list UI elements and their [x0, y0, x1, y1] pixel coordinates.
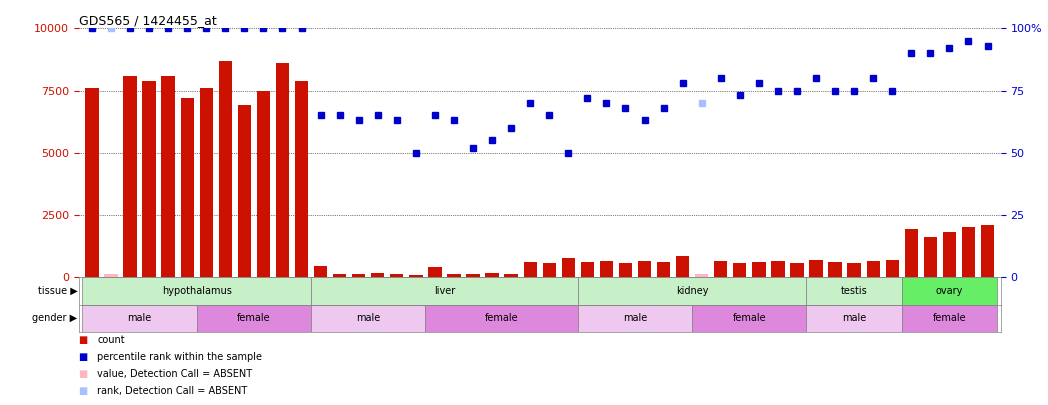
Bar [790, 263, 804, 277]
Text: ■: ■ [79, 335, 88, 345]
Text: rank, Detection Call = ABSENT: rank, Detection Call = ABSENT [97, 386, 247, 396]
Bar [161, 76, 175, 277]
Bar [197, 305, 311, 332]
Bar [807, 305, 901, 332]
Bar [981, 225, 995, 277]
Bar [714, 261, 727, 277]
Bar [901, 277, 997, 305]
Text: liver: liver [434, 286, 455, 296]
Text: ■: ■ [79, 352, 88, 362]
Bar [828, 262, 842, 277]
Bar [429, 267, 441, 277]
Bar [425, 305, 577, 332]
Bar [85, 88, 99, 277]
Bar [447, 274, 461, 277]
Bar [124, 76, 136, 277]
Bar [581, 262, 594, 277]
Text: value, Detection Call = ABSENT: value, Detection Call = ABSENT [97, 369, 253, 379]
Bar [809, 260, 823, 277]
Bar [219, 61, 232, 277]
Text: male: male [623, 313, 647, 323]
Text: gender ▶: gender ▶ [32, 313, 78, 323]
Bar [180, 98, 194, 277]
Bar [901, 305, 997, 332]
Bar [886, 260, 899, 277]
Bar [577, 305, 692, 332]
Text: ovary: ovary [936, 286, 963, 296]
Bar [294, 81, 308, 277]
Text: percentile rank within the sample: percentile rank within the sample [97, 352, 262, 362]
Text: male: male [128, 313, 152, 323]
Bar [577, 277, 807, 305]
Bar [867, 261, 880, 277]
Bar [562, 258, 575, 277]
Bar [692, 305, 807, 332]
Bar [638, 261, 651, 277]
Bar [409, 275, 422, 277]
Text: male: male [356, 313, 380, 323]
Bar [390, 274, 403, 277]
Text: kidney: kidney [676, 286, 708, 296]
Bar [543, 263, 555, 277]
Bar [599, 261, 613, 277]
Text: testis: testis [840, 286, 868, 296]
Bar [276, 63, 289, 277]
Bar [238, 105, 252, 277]
Bar [848, 263, 860, 277]
Bar [504, 274, 518, 277]
Bar [257, 90, 270, 277]
Bar [943, 232, 956, 277]
Text: count: count [97, 335, 125, 345]
Bar [734, 262, 746, 277]
Bar [466, 274, 480, 277]
Text: female: female [733, 313, 766, 323]
Text: hypothalamus: hypothalamus [161, 286, 232, 296]
Text: female: female [485, 313, 519, 323]
Text: male: male [842, 313, 867, 323]
Bar [105, 274, 117, 277]
Text: GDS565 / 1424455_at: GDS565 / 1424455_at [79, 14, 216, 27]
Bar [904, 228, 918, 277]
Bar [485, 273, 499, 277]
Bar [807, 277, 901, 305]
Bar [371, 273, 385, 277]
Bar [314, 266, 327, 277]
Bar [771, 261, 785, 277]
Bar [752, 262, 765, 277]
Text: female: female [933, 313, 966, 323]
Bar [143, 81, 156, 277]
Bar [657, 262, 671, 277]
Bar [83, 277, 311, 305]
Bar [311, 277, 577, 305]
Bar [618, 263, 632, 277]
Text: ■: ■ [79, 369, 88, 379]
Bar [83, 305, 197, 332]
Bar [352, 274, 366, 277]
Bar [311, 305, 425, 332]
Bar [199, 88, 213, 277]
Bar [524, 262, 537, 277]
Bar [333, 274, 346, 277]
Bar [676, 256, 690, 277]
Bar [923, 237, 937, 277]
Text: ■: ■ [79, 386, 88, 396]
Text: female: female [237, 313, 270, 323]
Bar [962, 227, 975, 277]
Text: tissue ▶: tissue ▶ [38, 286, 78, 296]
Bar [695, 274, 708, 277]
